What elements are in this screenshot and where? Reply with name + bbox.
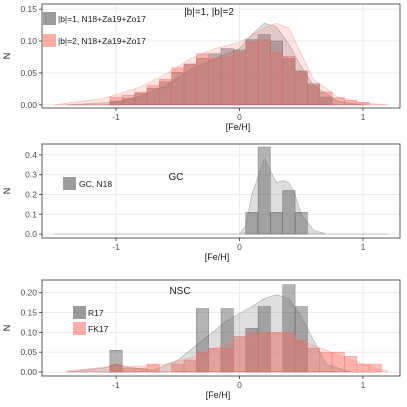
legend-swatch: [63, 177, 76, 190]
y-tick-label: 0.15: [20, 4, 37, 14]
legend: R17 FK17: [73, 306, 109, 335]
x-axis-label: [Fe/H]: [205, 252, 230, 262]
x-tick-label: 0: [237, 112, 242, 122]
y-axis-label: N: [2, 53, 12, 60]
legend-label: R17: [88, 308, 104, 318]
legend-label: |b|=2, N18+Za19+Zo17: [58, 36, 146, 46]
legend: GC, N18: [63, 177, 112, 190]
x-tick-label: 0: [237, 380, 242, 390]
y-tick-label: 0.05: [20, 347, 37, 357]
legend-swatch: [43, 12, 56, 25]
density-curve-2: [66, 332, 389, 373]
x-tick-label: 1: [361, 380, 366, 390]
gridlines: [42, 144, 400, 238]
panel-border: [41, 279, 401, 377]
y-tick-label: 0.10: [20, 36, 37, 46]
legend-label: GC, N18: [79, 179, 112, 189]
histogram-bar: [294, 212, 308, 235]
density-curve-2: [54, 22, 388, 106]
y-tick-label: 0.05: [20, 68, 37, 78]
legend-swatch: [73, 322, 86, 335]
density-curve-1: [54, 157, 388, 235]
y-tick-label: 0.00: [20, 367, 37, 377]
legend-swatch: [43, 34, 56, 47]
x-tick-label: -1: [112, 242, 120, 252]
legend-swatch: [73, 306, 86, 319]
x-tick-label: -1: [112, 112, 120, 122]
histogram-bar: [368, 363, 382, 373]
x-tick-label: 0: [237, 242, 242, 252]
panel-border: [41, 3, 401, 109]
y-tick-label: 0.20: [20, 288, 37, 298]
y-tick-label: 0.00: [20, 100, 37, 110]
y-tick-label: 0.3: [25, 170, 37, 180]
legend-label: FK17: [88, 324, 109, 334]
plot-area: [54, 22, 388, 106]
panel-annotation: |b|=1, |b|=2: [184, 7, 234, 18]
x-tick-label: 1: [361, 112, 366, 122]
y-axis-label: N: [2, 188, 12, 195]
series-2-bars: [109, 39, 370, 106]
x-axis-label: [Fe/H]: [206, 390, 231, 400]
density-curve-1: [66, 22, 364, 106]
y-tick-label: 0.2: [25, 189, 37, 199]
histogram-bar: [257, 146, 271, 235]
x-tick-label: 1: [361, 242, 366, 252]
x-tick-label: -1: [112, 380, 120, 390]
legend-label: |b|=1, N18+Za19+Zo17: [58, 14, 146, 24]
y-tick-label: 0.15: [20, 308, 37, 318]
chart-panel-1: -1 0 1 0.00 0.05 0.10 0.15 [Fe/H] N |b|=1, |b|=2 |…: [2, 3, 401, 132]
panel-border: [41, 143, 401, 239]
y-tick-label: 0.0: [25, 229, 37, 239]
plot-area: [54, 146, 388, 235]
legend: |b|=1, N18+Za19+Zo17 |b|=2, N18+Za19+Zo17: [43, 12, 146, 47]
panel-annotation: GC: [169, 172, 184, 183]
y-tick-label: 0.10: [20, 327, 37, 337]
histogram-bar: [146, 363, 160, 373]
chart-panel-3: -1 0 1 0.00 0.05 0.10 0.15 0.20 [Fe/H] N NSC R17 FK1…: [2, 279, 401, 400]
x-axis-label: [Fe/H]: [226, 122, 251, 132]
series-2-bars: [109, 332, 382, 373]
series-1-bars: [245, 146, 308, 235]
density-curve-1: [66, 294, 351, 373]
y-tick-label: 0.4: [25, 150, 37, 160]
y-tick-label: 0.1: [25, 209, 37, 219]
chart-panel-2: -1 0 1 0.0 0.1 0.2 0.3 0.4 [Fe/H] N GC GC, N18: [2, 143, 401, 262]
plot-area: [66, 284, 389, 373]
panel-annotation: NSC: [169, 286, 190, 297]
histogram-bar: [356, 102, 370, 106]
y-axis-label: N: [2, 325, 12, 332]
